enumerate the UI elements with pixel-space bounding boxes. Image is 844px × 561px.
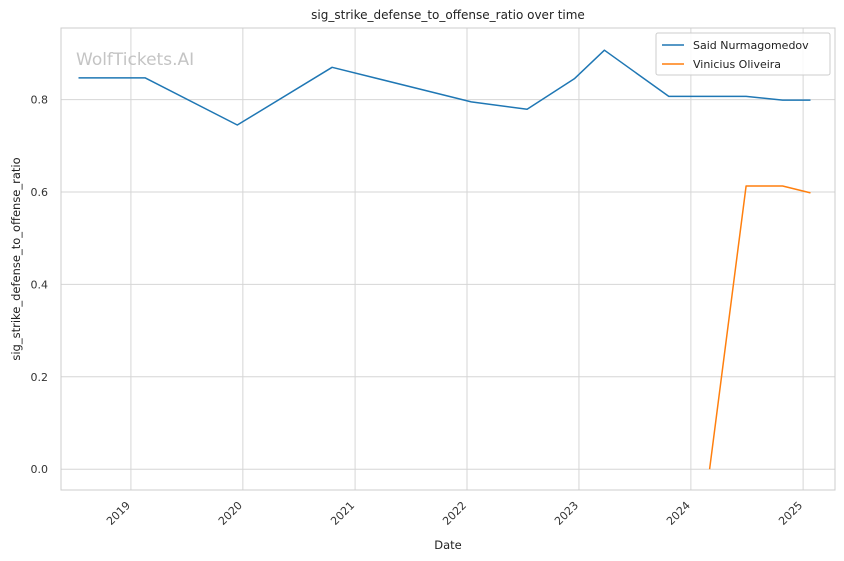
series-line-1 [78, 49, 811, 126]
y-tick-label: 0.4 [31, 278, 49, 291]
series-line-2 [708, 185, 811, 470]
plot-frame [60, 27, 836, 491]
y-tick-label: 0.2 [31, 371, 49, 384]
legend-label: Vinicius Oliveira [693, 58, 781, 71]
y-tick-label: 0.6 [31, 186, 49, 199]
legend-entries: Said Nurmagomedov Vinicius Oliveira [662, 39, 809, 71]
x-axis-label: Date [434, 538, 462, 552]
legend: Said Nurmagomedov Vinicius Oliveira [655, 32, 831, 76]
y-axis-label: sig_strike_defense_to_offense_ratio [9, 157, 23, 360]
y-tick-label: 0.0 [31, 463, 49, 476]
y-tick-label: 0.8 [31, 94, 49, 107]
legend-label: Said Nurmagomedov [693, 39, 809, 52]
grid-lines [61, 28, 835, 490]
chart-title: sig_strike_defense_to_offense_ratio over… [311, 8, 585, 22]
series-lines [78, 49, 811, 470]
watermark-text: WolfTickets.AI [76, 50, 194, 70]
legend-box [655, 32, 831, 76]
